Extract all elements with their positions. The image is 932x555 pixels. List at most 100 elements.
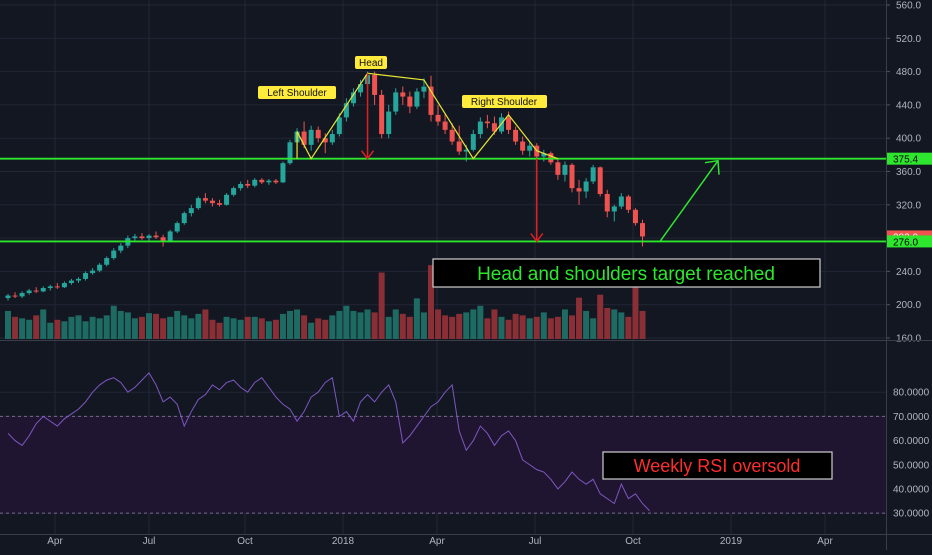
volume-bar: [491, 309, 498, 339]
volume-bar: [505, 319, 512, 339]
volume-bar: [223, 316, 230, 339]
volume-bar: [477, 305, 484, 339]
candle-body: [576, 188, 582, 192]
head-badge: [355, 56, 387, 69]
volume-bar: [399, 313, 406, 339]
volume-bar: [68, 316, 75, 339]
projection-arrow-head: [704, 159, 720, 175]
y-tick-label: 240.0: [896, 267, 921, 278]
volume-bar: [216, 322, 223, 339]
volume-bar: [89, 316, 96, 339]
volume-bar: [378, 272, 385, 339]
y-tick-label: 360.0: [896, 167, 921, 178]
volume-bar: [540, 312, 547, 339]
rsi-tick-label: 30.0000: [893, 509, 930, 520]
volume-bar: [484, 318, 491, 339]
x-tick-label: Apr: [429, 536, 445, 547]
volume-bar: [498, 316, 505, 339]
volume-bar: [5, 310, 11, 339]
candle-body: [61, 283, 67, 288]
y-tick-label: 320.0: [896, 200, 921, 211]
candle-body: [541, 153, 547, 157]
candle-body: [76, 278, 81, 281]
volume-bar: [160, 318, 167, 339]
volume-bar: [272, 319, 279, 339]
volume-bar: [103, 315, 110, 339]
volume-bar: [167, 316, 174, 339]
candle-body: [167, 231, 173, 242]
volume-bar: [40, 309, 47, 339]
volume-bar: [75, 315, 82, 339]
y-tick-label: 520.0: [896, 34, 921, 45]
target-projection-arrow-head: [530, 232, 544, 243]
volume-bar: [463, 312, 470, 339]
candle-body: [146, 235, 152, 239]
candle-body: [336, 117, 342, 135]
x-tick-label: Jul: [529, 536, 542, 547]
candle-body: [632, 209, 638, 224]
head-label: Head: [355, 56, 387, 69]
candle-body: [174, 223, 180, 232]
target-annotation-box: [432, 258, 821, 288]
left-shoulder-text: Left Shoulder: [267, 88, 327, 99]
volume-bar: [237, 319, 244, 339]
candle-body: [442, 121, 448, 130]
candle-body: [322, 138, 328, 143]
volume-bar: [322, 319, 329, 339]
candle-body: [393, 92, 399, 112]
candle-body: [569, 164, 575, 189]
candle-body: [456, 141, 462, 152]
candle-body: [153, 235, 159, 238]
volume-bar: [19, 318, 26, 339]
candle-body: [68, 280, 74, 284]
candle-body: [287, 142, 293, 164]
volume-bar: [428, 265, 434, 339]
candle-body: [209, 200, 215, 204]
volume-bar: [110, 305, 117, 339]
target-annotation-text: Head and shoulders target reached: [477, 264, 775, 285]
y-tick-label: 440.0: [896, 100, 921, 111]
candle-body: [463, 149, 469, 152]
candle-body: [513, 129, 519, 142]
y-tick-label: 400.0: [896, 134, 921, 145]
candle-body: [562, 164, 568, 175]
candle-body: [301, 131, 307, 145]
volume-bar: [456, 313, 463, 339]
volume-bar: [301, 315, 308, 339]
candle-body: [590, 167, 596, 182]
volume-bar: [230, 318, 237, 339]
volume-bar: [392, 309, 399, 339]
head-text: Head: [359, 58, 383, 69]
volume-bar: [569, 315, 575, 339]
rsi-tick-label: 80.0000: [893, 388, 930, 399]
volume-bar: [442, 315, 449, 339]
volume-bar: [590, 318, 597, 339]
candle-body: [308, 129, 314, 145]
candle-body: [33, 290, 39, 292]
left-shoulder-badge: [258, 86, 336, 99]
volume-bar: [188, 318, 195, 339]
candle-body: [245, 183, 251, 186]
volume-bar: [583, 310, 590, 339]
volume-bar: [258, 318, 265, 339]
volume-bar: [329, 315, 336, 339]
volume-bar: [279, 313, 286, 339]
candle-body: [202, 198, 208, 201]
rsi-tick-label: 40.0000: [893, 484, 930, 495]
candle-body: [491, 123, 497, 132]
candle-body: [160, 237, 166, 242]
candle-body: [407, 96, 413, 107]
candle-body: [83, 273, 89, 279]
candle-body: [506, 117, 512, 130]
volume-bar: [153, 313, 160, 339]
volume-bar: [533, 316, 540, 339]
right-shoulder-badge: [462, 95, 547, 108]
candle-body: [548, 153, 554, 163]
candle-body: [555, 162, 561, 175]
volume-bar: [625, 316, 632, 339]
volume-bar: [364, 309, 371, 339]
volume-bar: [287, 310, 293, 339]
volume-bar: [350, 310, 357, 339]
volume-bar: [632, 287, 639, 339]
